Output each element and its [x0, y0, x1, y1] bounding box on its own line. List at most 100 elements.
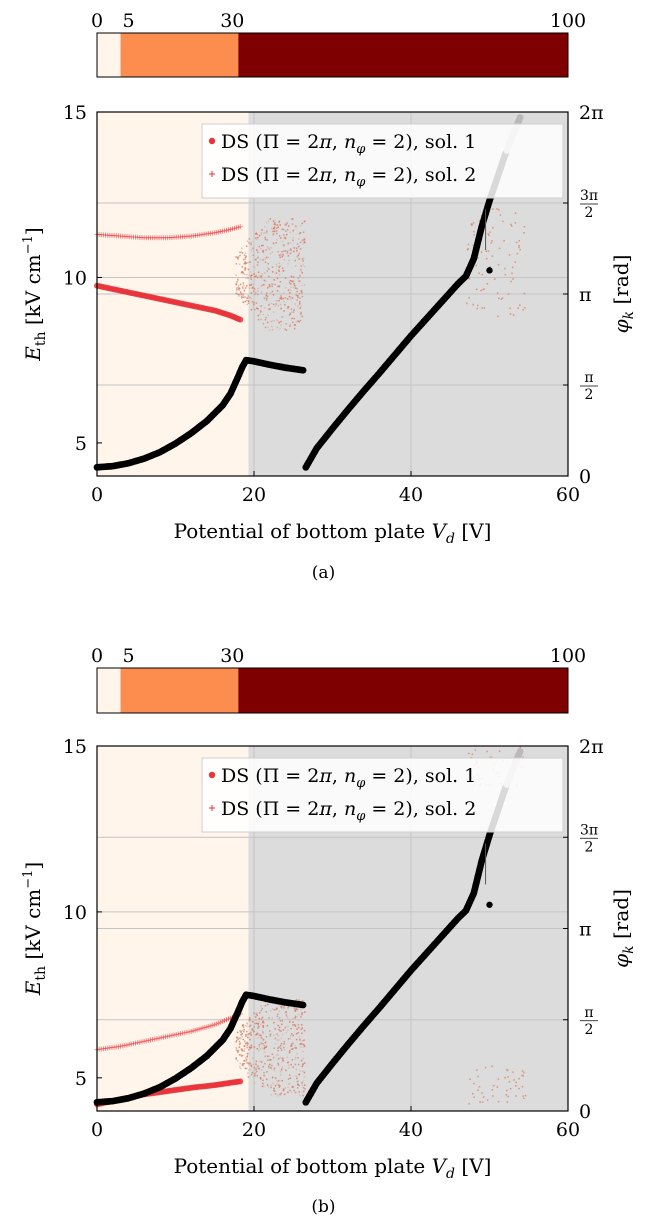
noise-point	[297, 1013, 300, 1016]
noise-point	[288, 1051, 291, 1054]
noise-point	[293, 247, 295, 249]
noise-point	[242, 1063, 244, 1065]
y-axis-title: Eth [kV cm−1]	[21, 862, 49, 997]
noise-point	[507, 1095, 509, 1098]
noise-point	[275, 319, 278, 321]
noise-point	[505, 1068, 508, 1071]
noise-point	[468, 1103, 470, 1105]
noise-point	[295, 1032, 298, 1035]
colorbar-segment	[97, 668, 121, 713]
noise-point	[261, 1047, 263, 1049]
noise-point	[302, 260, 304, 262]
noise-point	[248, 1019, 250, 1022]
noise-point	[267, 304, 270, 306]
y2-tick-denominator: 2	[585, 387, 594, 403]
noise-point	[250, 1064, 252, 1067]
noise-point	[242, 1038, 244, 1041]
noise-point	[264, 236, 266, 239]
noise-point	[294, 1009, 296, 1011]
noise-point	[277, 304, 279, 307]
noise-point	[266, 287, 269, 289]
noise-point	[482, 288, 484, 291]
noise-point	[245, 1067, 248, 1070]
noise-point	[292, 276, 295, 278]
noise-point	[290, 1063, 292, 1066]
noise-point	[266, 1084, 269, 1086]
noise-point	[248, 1048, 250, 1051]
noise-point	[249, 296, 251, 299]
noise-point	[302, 1070, 304, 1072]
noise-point	[510, 280, 512, 283]
noise-point	[252, 1063, 254, 1066]
series-point	[516, 114, 524, 121]
y-tick-label: 10	[63, 267, 87, 289]
noise-point	[489, 266, 491, 268]
noise-point	[512, 1071, 514, 1073]
noise-point	[289, 291, 291, 294]
noise-point	[242, 294, 244, 296]
noise-point	[296, 1080, 299, 1083]
noise-point	[279, 1044, 282, 1047]
noise-point	[300, 305, 302, 307]
noise-point	[235, 283, 238, 286]
noise-point	[299, 280, 301, 282]
noise-point	[514, 222, 517, 224]
noise-point	[279, 1074, 282, 1076]
noise-point	[289, 1089, 291, 1092]
noise-point	[273, 1047, 275, 1049]
noise-point	[246, 1055, 249, 1057]
noise-point	[268, 275, 270, 278]
y2-tick-label: π	[579, 284, 592, 306]
series-phi-k	[93, 114, 524, 471]
noise-point	[302, 243, 305, 245]
noise-point	[261, 273, 263, 275]
noise-point	[250, 1046, 253, 1049]
noise-point	[298, 258, 300, 260]
noise-point	[281, 240, 284, 243]
noise-point	[299, 1070, 302, 1072]
noise-point	[303, 1062, 306, 1064]
noise-point	[260, 1005, 262, 1007]
noise-point	[287, 1037, 290, 1040]
noise-point	[250, 276, 252, 279]
noise-point	[246, 240, 249, 242]
noise-point	[303, 1029, 306, 1032]
noise-point	[269, 1059, 271, 1061]
noise-point	[279, 1020, 282, 1022]
noise-point	[298, 1035, 301, 1038]
noise-point	[262, 249, 264, 252]
noise-point	[292, 1017, 294, 1020]
noise-point	[295, 1068, 297, 1071]
series-point	[516, 748, 524, 755]
noise-point	[299, 224, 302, 227]
noise-point	[236, 288, 238, 290]
noise-point	[301, 1032, 303, 1035]
noise-point	[484, 1066, 487, 1069]
noise-point	[522, 309, 524, 311]
noise-point	[235, 256, 237, 258]
noise-point	[246, 1023, 249, 1025]
y2-tick-label: π	[579, 919, 592, 941]
noise-point	[266, 1024, 269, 1027]
noise-point	[264, 1041, 267, 1044]
noise-point	[303, 1076, 306, 1078]
noise-point	[490, 756, 493, 759]
noise-point	[280, 295, 282, 297]
noise-point	[304, 1088, 306, 1090]
colorbar: 0 5 30 100	[91, 645, 586, 714]
noise-point	[290, 1033, 293, 1035]
noise-point	[289, 1021, 291, 1023]
y2-tick-numerator: π	[584, 1005, 593, 1021]
noise-point	[256, 276, 259, 279]
noise-point	[282, 297, 285, 300]
noise-point	[258, 1012, 261, 1014]
noise-point	[277, 1084, 280, 1086]
noise-point	[289, 248, 292, 250]
noise-point	[280, 1049, 283, 1051]
noise-point	[303, 239, 306, 242]
noise-point	[256, 1014, 258, 1016]
noise-point	[256, 264, 259, 266]
noise-point	[474, 749, 477, 751]
noise-point	[271, 285, 273, 288]
noise-point	[299, 1039, 302, 1042]
